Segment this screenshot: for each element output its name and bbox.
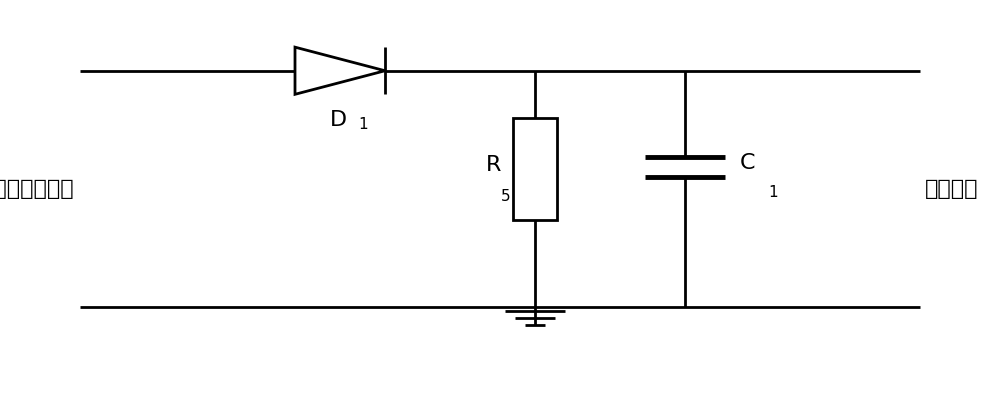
Text: 1: 1	[768, 185, 778, 200]
Text: 解调信号: 解调信号	[925, 179, 978, 198]
Text: R: R	[486, 155, 501, 175]
Bar	[513, 118, 557, 220]
Text: C: C	[740, 153, 756, 173]
Text: D: D	[330, 110, 347, 130]
Text: 5: 5	[500, 189, 510, 204]
Text: 带通滤波后信号: 带通滤波后信号	[0, 179, 75, 198]
Text: 1: 1	[358, 117, 368, 132]
Polygon shape	[295, 47, 385, 94]
